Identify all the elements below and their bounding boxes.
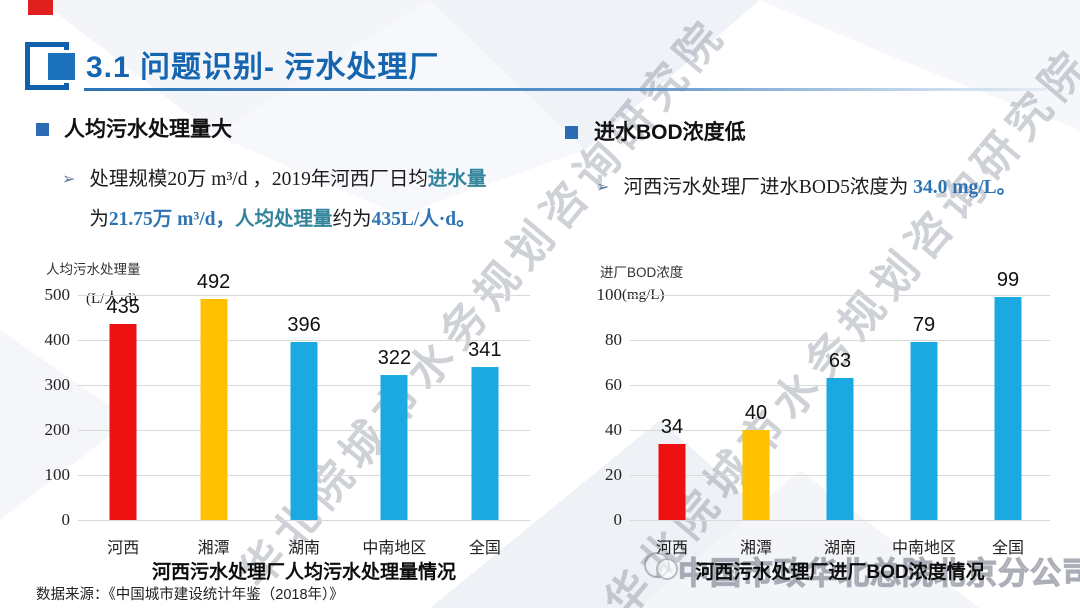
y-tick-label: 100 xyxy=(596,285,623,304)
y-tick-label: 0 xyxy=(613,510,623,529)
right-section-heading: 进水BOD浓度低 xyxy=(594,121,746,144)
chart0-axis-title: 人均污水处理量 xyxy=(46,262,141,277)
y-tick-label: 40 xyxy=(605,420,622,439)
y-tick-label: 20 xyxy=(605,465,622,484)
left-section-bullet-square xyxy=(36,123,49,136)
title-square-icon-fill xyxy=(45,50,78,83)
bar-湖南 xyxy=(290,341,318,520)
bar-河西 xyxy=(658,443,686,520)
watermark-logo-icon xyxy=(644,546,678,580)
bar-value-label: 322 xyxy=(377,347,412,370)
bar-湘潭 xyxy=(742,430,770,520)
text-segment: 约为 xyxy=(332,209,372,230)
y-tick-label: 500 xyxy=(44,285,71,304)
chart0-plot-area: 0 100 200 300 400 500 435 492 396 322 341 xyxy=(45,271,530,529)
text-segment: 河西污水处理厂进水BOD5浓度为 xyxy=(623,177,914,198)
bar-value-label: 435 xyxy=(106,296,140,319)
bar-slot: 63 xyxy=(798,295,882,520)
gridline xyxy=(78,294,530,296)
bar-slot: 322 xyxy=(349,295,439,520)
chart0-caption: 河西污水处理厂人均污水处理量情况 xyxy=(151,562,456,583)
bar-value-label: 34 xyxy=(660,415,684,438)
bar-slot: 492 xyxy=(168,271,258,520)
y-tick-label: 200 xyxy=(44,420,71,439)
text-segment: 为 xyxy=(89,209,109,230)
bar-value-label: 99 xyxy=(996,269,1020,292)
arrow-bullet-icon: ➢ xyxy=(596,179,610,196)
right-bullet-line-1: 河西污水处理厂进水BOD5浓度为 34.0 mg/L。 xyxy=(623,168,1016,208)
left-bullet-line-1: 处理规模20万 m³/d ，2019年河西厂日均进水量 xyxy=(89,160,486,200)
left-section-heading: 人均污水处理量大 xyxy=(64,118,232,141)
x-category-label: 河西 xyxy=(655,540,688,557)
right-section-bullet-square xyxy=(565,126,578,139)
watermark-bottom-text: 中国市政华北总院北京分公司 xyxy=(677,555,1080,591)
arrow-bullet-icon: ➢ xyxy=(62,171,76,188)
bar-value-label: 63 xyxy=(828,350,852,373)
text-segment: 34.0 mg/L。 xyxy=(913,177,1017,198)
bar-河西 xyxy=(109,324,137,520)
bar-slot: 435 xyxy=(78,295,168,520)
bar-中南地区 xyxy=(910,342,938,520)
text-segment: 处理规模20万 m³/d ，2019年河西厂日均 xyxy=(89,169,428,190)
bar-湘潭 xyxy=(200,298,228,520)
chart1-plot-area: 0 20 40 60 80 100 34 40 63 79 99 xyxy=(597,269,1050,529)
x-category-label: 全国 xyxy=(468,540,501,557)
x-category-label: 全国 xyxy=(991,540,1024,557)
x-category-label: 湘潭 xyxy=(739,540,772,557)
data-source-note: 数据来源：《中国城市建设统计年鉴（2018年）》 xyxy=(36,587,344,603)
bar-value-label: 40 xyxy=(744,402,768,424)
bar-slot: 99 xyxy=(966,269,1050,520)
gridline xyxy=(630,519,1050,521)
gridline xyxy=(78,339,530,341)
x-category-label: 中南地区 xyxy=(891,540,956,557)
bar-slot: 40 xyxy=(714,295,798,520)
chart1-caption: 河西污水处理厂进厂BOD浓度情况 xyxy=(695,562,985,583)
bar-value-label: 492 xyxy=(196,270,231,293)
left-bullet-line-2: 为21.75万 m³/d，人均处理量约为435L/人·d。 xyxy=(89,200,486,240)
bar-全国 xyxy=(471,366,499,520)
y-tick-label: 0 xyxy=(61,510,71,529)
chart1-axis-title: 进厂BOD浓度 xyxy=(600,265,684,280)
y-tick-label: 60 xyxy=(605,375,622,394)
corner-red-mark xyxy=(28,0,53,15)
bar-全国 xyxy=(994,297,1022,520)
y-tick-label: 300 xyxy=(44,375,71,394)
x-category-label: 河西 xyxy=(107,540,140,557)
x-category-label: 中南地区 xyxy=(362,540,427,557)
bar-value-label: 341 xyxy=(468,338,502,361)
bar-value-label: 79 xyxy=(912,314,936,337)
bar-slot: 79 xyxy=(882,295,966,520)
text-segment: 21.75万 m³/d， xyxy=(108,209,236,230)
text-segment: 435L/人·d。 xyxy=(371,209,476,230)
bar-slot: 396 xyxy=(259,295,349,520)
x-category-label: 湘潭 xyxy=(197,540,230,557)
bar-value-label: 396 xyxy=(287,313,321,336)
left-bullet-paragraph: ➢ 处理规模20万 m³/d ，2019年河西厂日均进水量 为21.75万 m³… xyxy=(62,160,552,240)
x-category-label: 湖南 xyxy=(823,540,856,557)
text-segment: 人均处理量 xyxy=(235,209,333,230)
bar-中南地区 xyxy=(380,375,408,520)
right-bullet-paragraph: ➢ 河西污水处理厂进水BOD5浓度为 34.0 mg/L。 xyxy=(596,168,1066,208)
gridline xyxy=(78,519,530,521)
gridline xyxy=(630,294,1050,296)
bar-湖南 xyxy=(826,378,854,520)
y-tick-label: 80 xyxy=(605,330,622,349)
y-tick-label: 100 xyxy=(44,465,71,484)
bar-slot: 341 xyxy=(440,295,530,520)
gridline xyxy=(630,339,1050,341)
y-tick-label: 400 xyxy=(44,330,71,349)
bar-slot: 34 xyxy=(630,295,714,520)
chart0-category-axis: 河西 湘潭 湖南 中南地区 全国 xyxy=(78,534,530,558)
chart1-category-axis: 河西 湘潭 湖南 中南地区 全国 xyxy=(630,534,1050,558)
title-underline xyxy=(84,88,1046,91)
x-category-label: 湖南 xyxy=(288,540,321,557)
page-title: 3.1 问题识别- 污水处理厂 xyxy=(86,51,440,84)
text-segment: 进水量 xyxy=(427,169,487,190)
